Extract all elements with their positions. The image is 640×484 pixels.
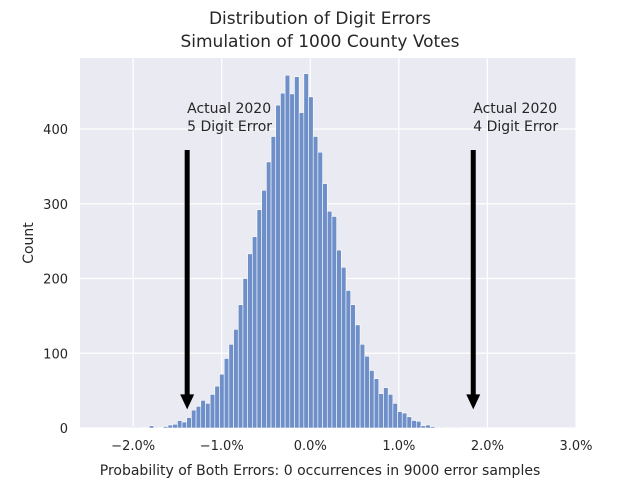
histogram-bar [331,216,337,429]
histogram-bar [247,253,253,429]
x-tick-label: 2.0% [471,439,504,454]
y-tick-label: 200 [43,273,68,288]
histogram-bar [312,136,319,429]
annotation-arrow-head [466,394,481,410]
y-axis-label: Count [21,222,37,264]
histogram-bar [275,104,281,429]
x-tick-label: 3.0% [559,439,592,454]
histogram-bar [242,278,248,429]
histogram-bar [298,112,305,429]
histogram-bar [364,355,370,429]
histogram-bar [223,358,230,429]
histogram-bar [434,426,441,429]
annotation-label-line2: 4 Digit Error [473,119,558,135]
annotation-label-line2: 5 Digit Error [187,119,272,135]
chart-title: Distribution of Digit Errors [209,9,431,29]
x-tick-label: −2.0% [111,439,155,454]
y-tick-label: 0 [60,422,68,437]
histogram-bar [191,409,197,429]
histogram-bar [256,209,262,429]
histogram-bar [453,426,459,429]
histogram-bar [219,373,225,429]
histogram-bar [350,304,356,429]
histogram-bar [172,423,178,429]
histogram-bar [252,236,258,429]
histogram-bar [186,417,192,429]
histogram-bar [181,421,188,429]
histogram-bar [373,378,380,429]
histogram-bar [303,73,309,429]
histogram-bar [322,183,328,429]
x-tick-label: 0.0% [294,439,327,454]
histogram-bar [153,426,159,429]
histogram-bar [326,210,333,429]
histogram-bar [209,394,216,429]
histogram-bar [317,151,323,429]
histogram-bar [134,426,141,429]
histogram-bar [130,426,136,429]
histogram-bar [195,406,202,429]
histogram-bar [205,403,211,429]
annotation-arrow-head [180,394,195,410]
histogram-bar [162,426,169,429]
histogram-bar [289,93,295,429]
histogram-bar [200,400,206,429]
histogram-bar [308,96,314,429]
histogram-bar [425,424,431,429]
histogram-bar [359,343,366,429]
histogram-bar [383,387,389,429]
histogram-bar [148,425,155,429]
histogram-bar [355,324,361,429]
histogram-bar [341,266,347,429]
histogram-bar [280,92,286,429]
histogram-bars [130,73,459,429]
x-tick-label: 1.0% [382,439,415,454]
histogram-bar [270,136,277,429]
y-tick-label: 300 [43,198,68,213]
histogram-bar [266,161,272,429]
histogram-bar [369,370,375,429]
y-tick-label: 100 [43,347,68,362]
histogram-bar [177,420,183,429]
axis-ticks: −2.0% −1.0% 0.0% 1.0% 2.0% 3.0% 0 100 200 300 400 [43,123,592,454]
histogram-bar [167,424,173,429]
histogram-bar [336,249,342,429]
annotation-label-line1: Actual 2020 [473,101,557,117]
histogram-bar [387,394,394,429]
histogram-bar [397,411,403,429]
x-tick-label: −1.0% [200,439,244,454]
histogram-bar [420,425,426,429]
histogram-bar [228,343,234,429]
x-axis-label: Probability of Both Errors: 0 occurrence… [100,463,541,479]
chart-subtitle: Simulation of 1000 County Votes [180,32,459,52]
histogram-bar [411,420,417,429]
histogram-bar [378,393,384,429]
histogram-bar [284,74,291,429]
histogram-bar [345,290,352,429]
annotations: Actual 2020 5 Digit Error Actual 2020 4 Dig… [180,101,558,410]
histogram-bar [237,304,244,429]
histogram-bar [401,412,408,429]
histogram-bar [233,329,239,429]
annotation-label-line1: Actual 2020 [187,101,271,117]
histogram-bar [406,416,412,429]
histogram-bar [214,385,220,429]
y-tick-label: 400 [43,123,68,138]
histogram-bar [294,76,300,429]
histogram-bar [439,426,445,429]
histogram-bar [392,403,398,429]
histogram-bar [430,426,436,429]
histogram-bar [261,190,267,429]
histogram-bar [415,420,422,429]
